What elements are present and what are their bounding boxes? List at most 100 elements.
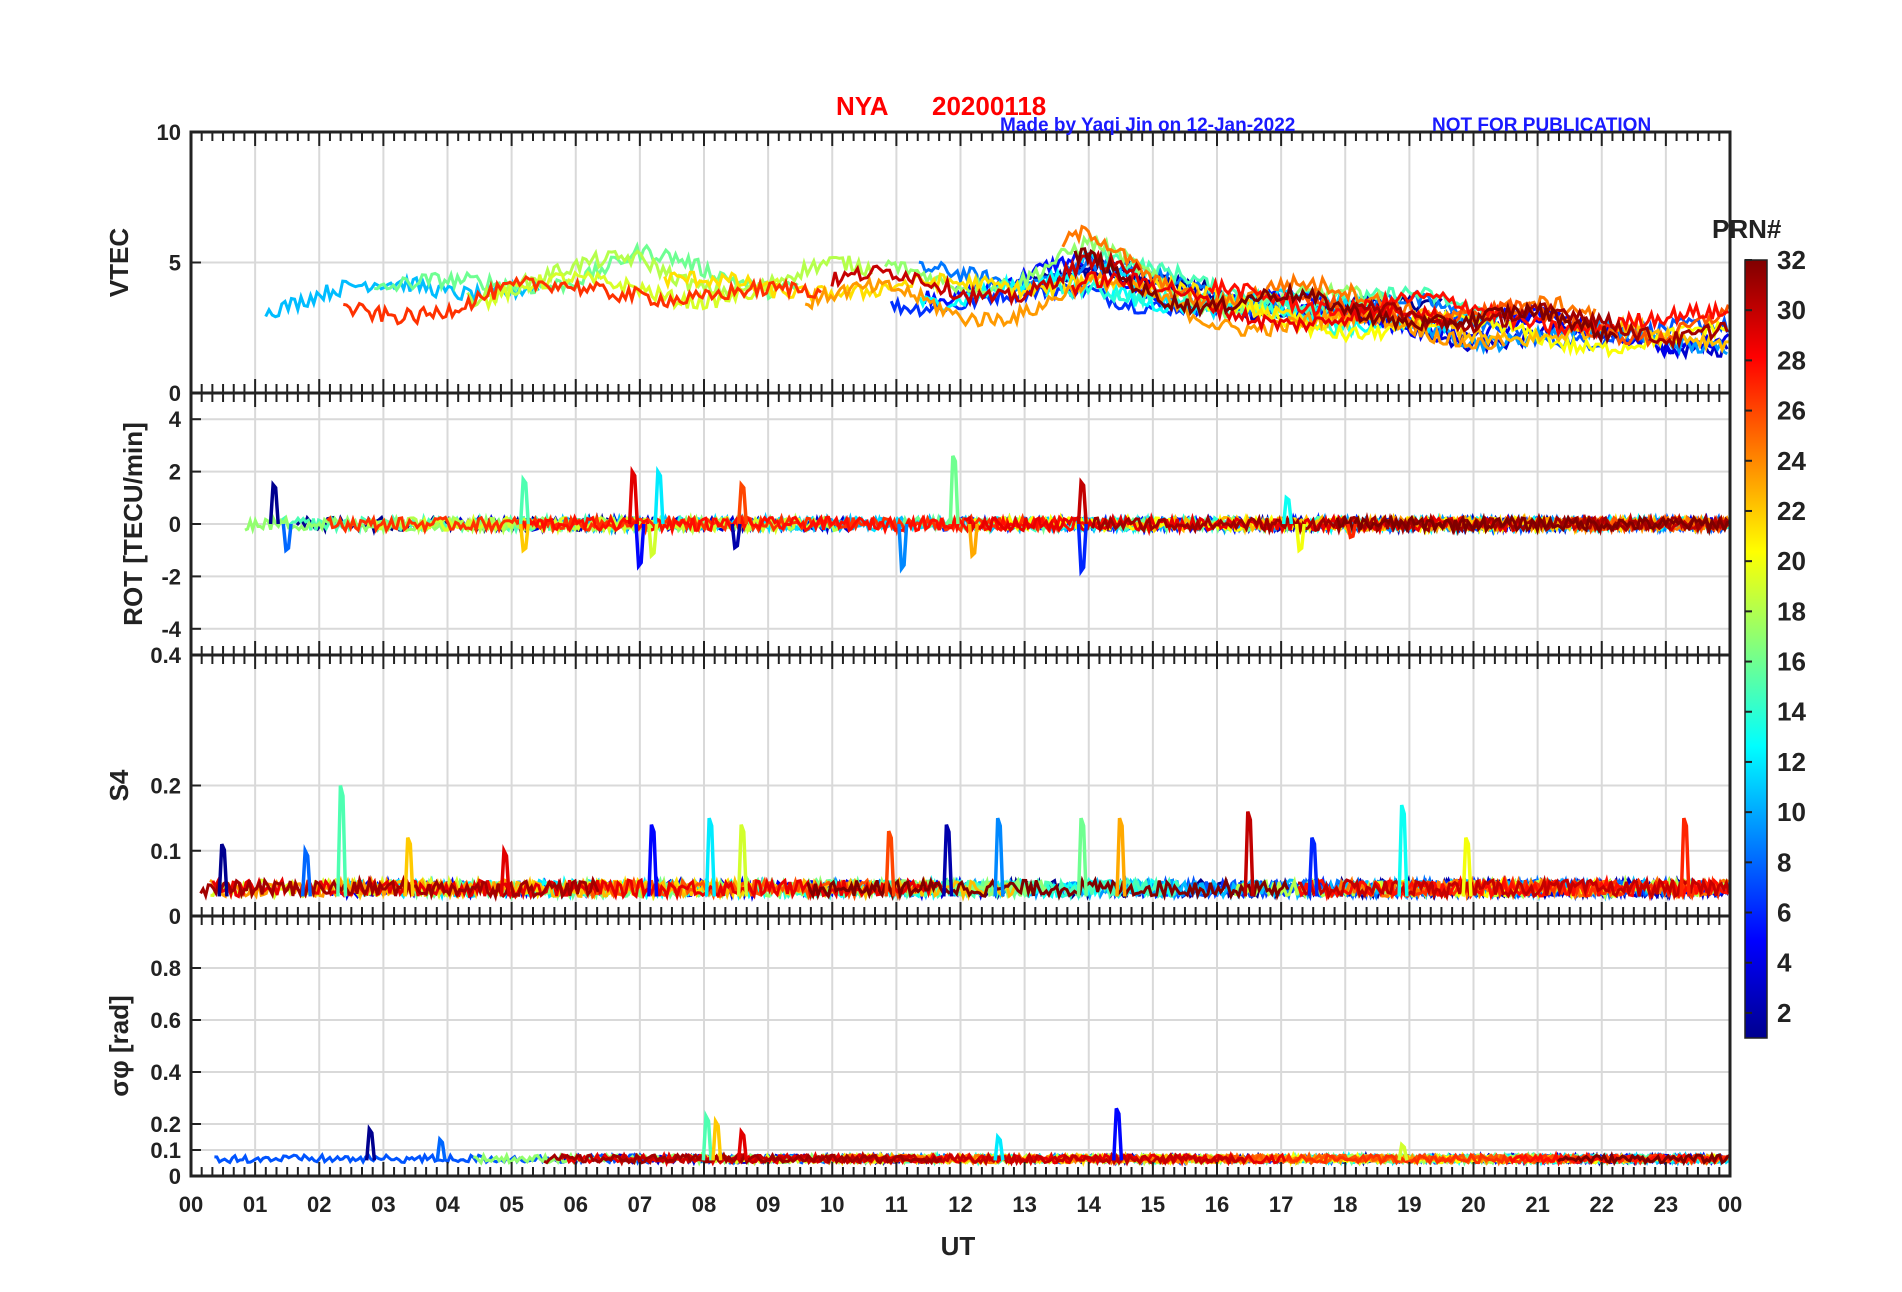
x-tick-label: 15 (1141, 1192, 1165, 1217)
spike-mark (364, 1124, 377, 1161)
traces-rot (244, 455, 1730, 577)
prn-trace (1061, 224, 1597, 326)
spike-mark (1112, 1107, 1124, 1161)
spike-mark (1397, 804, 1409, 897)
colorbar-tick-label: 30 (1777, 295, 1806, 325)
x-tick-label: 00 (1718, 1192, 1742, 1217)
y-tick-label: 0 (169, 1164, 181, 1189)
prn-trace (1557, 1151, 1730, 1167)
spike-mark (993, 817, 1005, 897)
colorbar-tick-label: 22 (1777, 496, 1806, 526)
spike-mark (1076, 523, 1088, 577)
x-tick-label: 08 (692, 1192, 716, 1217)
x-tick-label: 02 (307, 1192, 331, 1217)
x-tick-label: 13 (1012, 1192, 1036, 1217)
spike-mark (300, 843, 313, 897)
spike-mark (948, 455, 960, 525)
spike-mark (967, 523, 979, 560)
x-tick-label: 01 (243, 1192, 267, 1217)
x-tick-label: 22 (1590, 1192, 1614, 1217)
y-axis-label: ROT [TECU/min] (118, 422, 148, 626)
spike-mark (1243, 811, 1255, 897)
spike-mark (336, 785, 348, 897)
spike-mark (1461, 837, 1473, 897)
colorbar-tick-label: 4 (1777, 948, 1792, 978)
prn-trace (1335, 512, 1730, 537)
publication-notice: NOT FOR PUBLICATION (1432, 115, 1651, 136)
x-tick-label: 12 (948, 1192, 972, 1217)
colorbar-tick-label: 2 (1777, 998, 1791, 1028)
station-title: NYA (836, 91, 889, 121)
colorbar-tick-label: 32 (1777, 245, 1806, 275)
prn-trace (1073, 247, 1619, 345)
prn-trace (804, 270, 1506, 351)
spike-mark (884, 830, 896, 897)
x-tick-label: 23 (1654, 1192, 1678, 1217)
panel-rot: -4 -2 0 2 4 ROT [TECU/min] (118, 391, 1732, 657)
panel-vtec: 0 5 10 VTEC (104, 120, 1732, 406)
y-tick-label: 0.8 (150, 956, 181, 981)
x-tick-label: 11 (885, 1192, 908, 1217)
spike-mark (435, 1135, 447, 1161)
x-tick-label: 04 (435, 1192, 460, 1217)
spike-mark (518, 523, 531, 554)
y-axis-label: σφ [rad] (104, 995, 134, 1096)
colorbar-strip (1744, 259, 1768, 1039)
colorbar-tick-label: 8 (1777, 847, 1791, 877)
spike-mark (701, 1109, 713, 1161)
spike-mark (634, 523, 646, 571)
panel-s4: 0 0.1 0.2 0.4 S4 (104, 643, 1732, 929)
colorbar-tick-label: 18 (1777, 596, 1806, 626)
y-tick-label: 0.1 (150, 1138, 181, 1163)
y-tick-label: -2 (161, 564, 181, 589)
colorbar-label: PRN# (1712, 214, 1782, 244)
y-tick-label: -4 (161, 617, 181, 642)
spike-mark (1397, 1141, 1409, 1161)
spike-mark (897, 523, 909, 574)
spike-mark (627, 465, 640, 525)
y-tick-label: 10 (157, 120, 181, 145)
date-title: 20200118 (932, 91, 1046, 121)
spike-mark (281, 523, 293, 554)
colorbar-tick-label: 28 (1777, 345, 1806, 375)
x-tick-label: 16 (1205, 1192, 1229, 1217)
y-tick-label: 4 (169, 407, 182, 432)
colorbar-tick-label: 14 (1777, 697, 1806, 727)
y-tick-label: 0.4 (150, 1060, 181, 1085)
x-tick-label: 19 (1397, 1192, 1421, 1217)
y-tick-label: 0.6 (150, 1008, 181, 1033)
spike-mark (518, 474, 531, 525)
x-tick-label: 09 (756, 1192, 780, 1217)
x-tick-label: 10 (820, 1192, 844, 1217)
x-tick-label: 17 (1269, 1192, 1293, 1217)
spike-mark (1294, 523, 1306, 554)
prn-trace (199, 874, 600, 903)
colorbar-tick-label: 26 (1777, 396, 1806, 426)
spike-mark (1076, 817, 1088, 897)
colorbar-tick-label: 12 (1777, 747, 1806, 777)
y-tick-label: 0 (169, 381, 181, 406)
spike-mark (711, 1115, 723, 1161)
prn-trace (343, 275, 823, 327)
spike-mark (1281, 494, 1294, 525)
x-tick-label: 06 (564, 1192, 588, 1217)
prn-trace (543, 1151, 942, 1166)
x-tick-labels: 00 01 02 03 04 05 06 07 08 09 10 11 12 13 14 15 16 17 18 19… (179, 1192, 1742, 1217)
prn-trace (466, 248, 873, 309)
colorbar-tick-label: 6 (1777, 898, 1791, 928)
colorbar-tick-label: 10 (1777, 797, 1806, 827)
spike-mark (403, 837, 415, 897)
prn-trace (1284, 1152, 1728, 1166)
credit-note: Made by Yaqi Jin on 12-Jan-2022 (1000, 115, 1295, 136)
y-axis-label: S4 (104, 769, 134, 801)
spike-mark (736, 824, 749, 897)
spike-mark (1076, 477, 1088, 525)
prn-trace (830, 249, 1142, 308)
spike-mark (653, 465, 665, 525)
prn-trace (1207, 276, 1729, 340)
spike-mark (647, 824, 659, 897)
spike-mark (993, 1132, 1005, 1161)
